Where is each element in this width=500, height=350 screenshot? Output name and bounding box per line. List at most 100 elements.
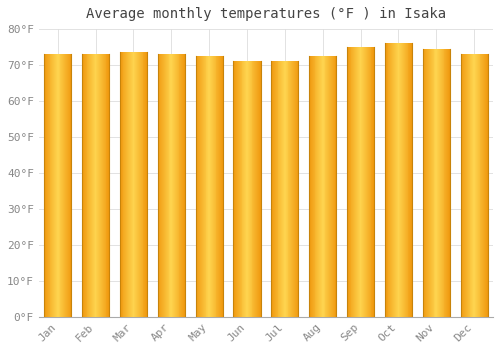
Bar — [354, 47, 355, 317]
Bar — [206, 56, 208, 317]
Bar — [174, 54, 175, 317]
Bar — [400, 43, 401, 317]
Bar — [427, 49, 428, 317]
Bar — [212, 56, 213, 317]
Bar — [276, 62, 278, 317]
Bar — [89, 54, 90, 317]
Bar — [390, 43, 391, 317]
Bar — [319, 56, 320, 317]
Bar — [94, 54, 96, 317]
Bar — [83, 54, 84, 317]
Bar — [462, 54, 463, 317]
Bar — [100, 54, 101, 317]
Bar — [281, 62, 282, 317]
Bar — [244, 62, 245, 317]
Bar — [249, 62, 250, 317]
Bar — [280, 62, 281, 317]
Bar — [484, 54, 485, 317]
Bar — [54, 54, 55, 317]
Bar — [348, 47, 349, 317]
Bar — [372, 47, 374, 317]
Bar — [258, 62, 259, 317]
Bar — [130, 52, 132, 317]
Bar — [108, 54, 109, 317]
Bar — [127, 52, 128, 317]
Bar — [211, 56, 212, 317]
Bar — [460, 54, 462, 317]
Bar — [478, 54, 480, 317]
Bar — [467, 54, 468, 317]
Bar — [237, 62, 238, 317]
Bar — [403, 43, 404, 317]
Bar — [136, 52, 137, 317]
Bar — [312, 56, 314, 317]
Bar — [137, 52, 138, 317]
Bar — [362, 47, 364, 317]
Bar — [474, 54, 475, 317]
Bar — [91, 54, 92, 317]
Title: Average monthly temperatures (°F ) in Isaka: Average monthly temperatures (°F ) in Is… — [86, 7, 446, 21]
Bar — [434, 49, 436, 317]
Bar — [70, 54, 72, 317]
Bar — [310, 56, 311, 317]
Bar — [356, 47, 357, 317]
Bar — [358, 47, 360, 317]
Bar — [120, 52, 122, 317]
Bar — [477, 54, 478, 317]
Bar — [216, 56, 218, 317]
Bar — [172, 54, 173, 317]
Bar — [273, 62, 274, 317]
Bar — [132, 52, 134, 317]
Bar — [252, 62, 254, 317]
Bar — [57, 54, 58, 317]
Bar — [139, 52, 140, 317]
Bar — [444, 49, 446, 317]
Bar — [296, 62, 298, 317]
Bar — [199, 56, 200, 317]
Bar — [272, 62, 273, 317]
Bar — [202, 56, 203, 317]
Bar — [466, 54, 467, 317]
Bar — [326, 56, 328, 317]
Bar — [93, 54, 94, 317]
Bar — [295, 62, 296, 317]
Bar — [294, 62, 295, 317]
Bar — [68, 54, 70, 317]
Bar — [406, 43, 408, 317]
Bar — [430, 49, 431, 317]
Bar — [235, 62, 236, 317]
Bar — [404, 43, 405, 317]
Bar — [82, 54, 83, 317]
Bar — [201, 56, 202, 317]
Bar — [210, 56, 211, 317]
Bar — [55, 54, 56, 317]
Bar — [439, 49, 440, 317]
Bar — [357, 47, 358, 317]
Bar — [368, 47, 370, 317]
Bar — [62, 54, 63, 317]
Bar — [480, 54, 482, 317]
Bar — [88, 54, 89, 317]
Bar — [140, 52, 141, 317]
Bar — [58, 54, 59, 317]
Bar — [283, 62, 284, 317]
Bar — [239, 62, 240, 317]
Bar — [209, 56, 210, 317]
Bar — [411, 43, 412, 317]
Bar — [282, 62, 283, 317]
Bar — [355, 47, 356, 317]
Bar — [391, 43, 392, 317]
Bar — [213, 56, 214, 317]
Bar — [424, 49, 426, 317]
Bar — [487, 54, 488, 317]
Bar — [236, 62, 237, 317]
Bar — [292, 62, 293, 317]
Bar — [349, 47, 350, 317]
Bar — [196, 56, 198, 317]
Bar — [165, 54, 166, 317]
Bar — [167, 54, 168, 317]
Bar — [396, 43, 398, 317]
Bar — [63, 54, 64, 317]
Bar — [67, 54, 68, 317]
Bar — [214, 56, 216, 317]
